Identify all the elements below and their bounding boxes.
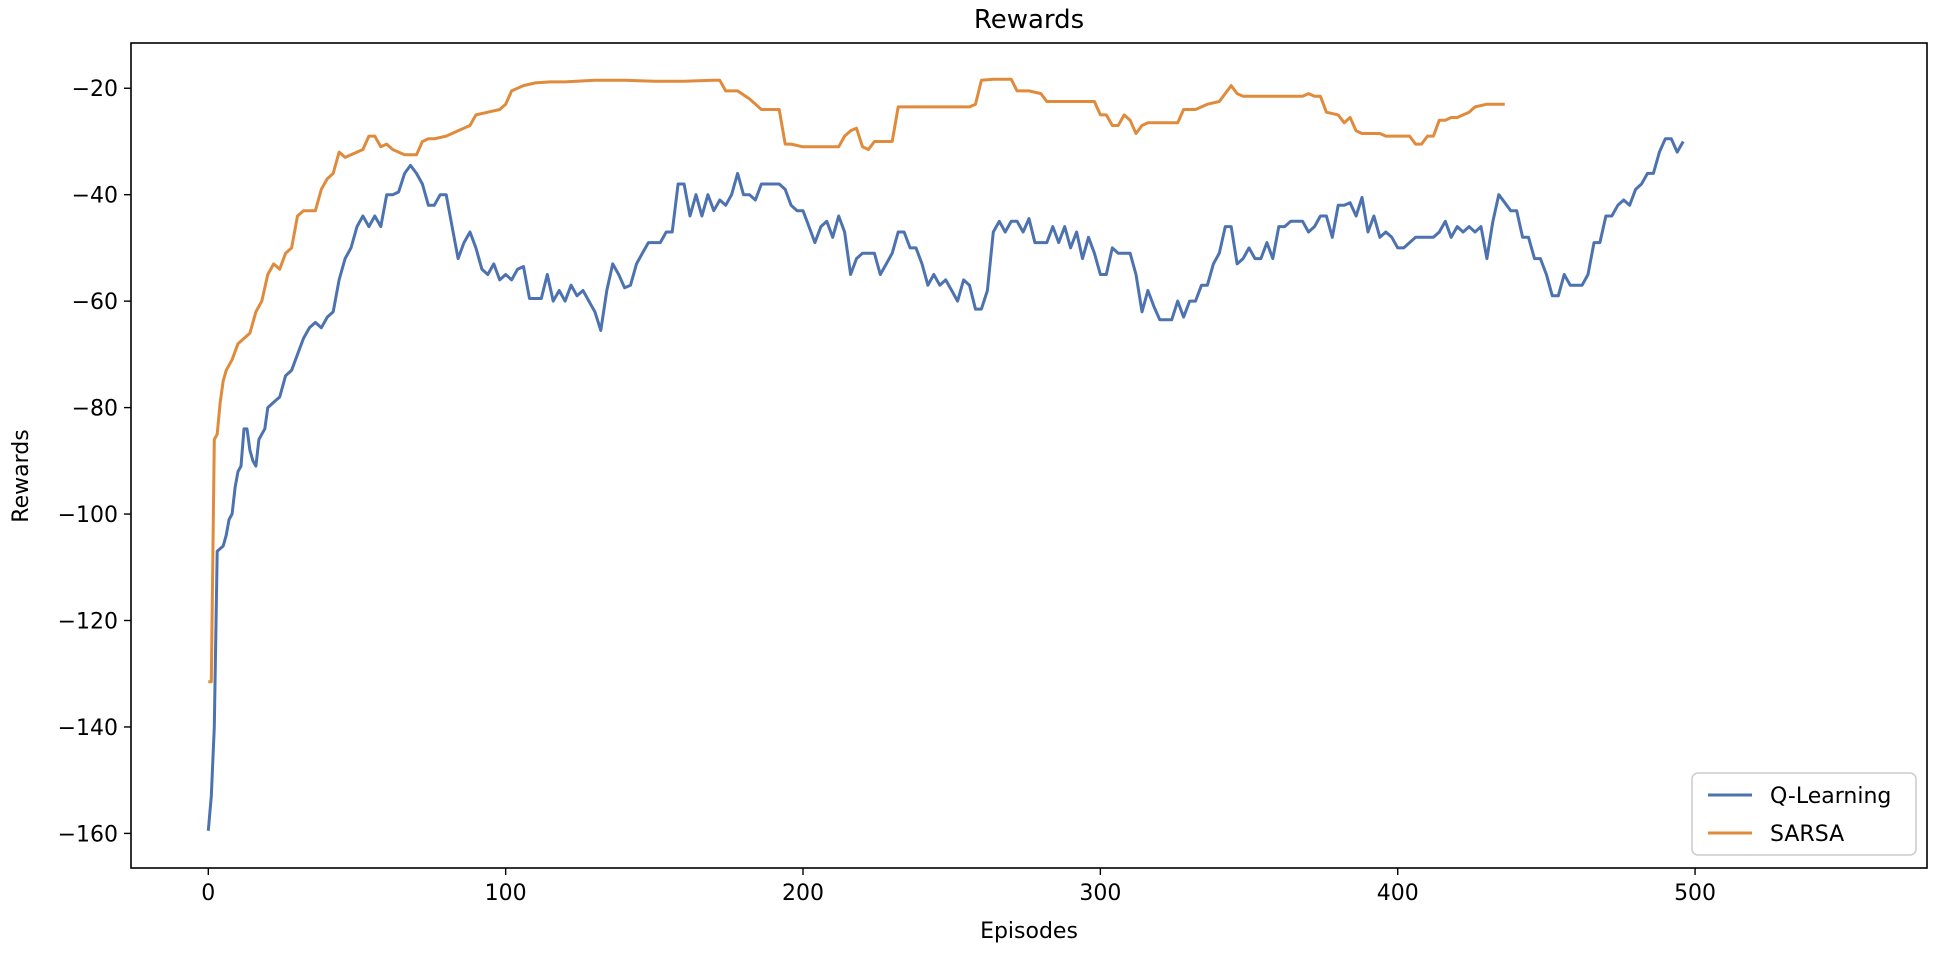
y-tick-label: −160 bbox=[58, 822, 118, 847]
series-line-q-learning bbox=[206, 137, 1685, 831]
plot-area bbox=[131, 43, 1927, 868]
x-tick-label: 400 bbox=[1377, 881, 1419, 906]
y-tick-label: −60 bbox=[72, 290, 118, 315]
y-axis-label: Rewards bbox=[9, 429, 34, 522]
x-tick-label: 100 bbox=[485, 881, 527, 906]
x-tick-label: 200 bbox=[782, 881, 824, 906]
series-layer bbox=[206, 77, 1685, 831]
x-axis-label: Episodes bbox=[980, 919, 1078, 944]
legend: Q-Learning SARSA bbox=[1691, 772, 1917, 856]
x-axis: 0 100 200 300 400 500 bbox=[201, 868, 1716, 906]
legend-label-q-learning: Q-Learning bbox=[1770, 784, 1891, 809]
y-tick-label: −20 bbox=[72, 77, 118, 102]
plot-frame bbox=[130, 42, 1928, 869]
series-line-sarsa bbox=[208, 77, 1505, 684]
x-tick-label: 500 bbox=[1674, 881, 1716, 906]
y-tick-label: −120 bbox=[58, 610, 118, 635]
x-tick-label: 300 bbox=[1079, 881, 1121, 906]
x-tick-label: 0 bbox=[201, 881, 215, 906]
y-tick-label: −140 bbox=[58, 716, 118, 741]
chart-title: Rewards bbox=[974, 5, 1084, 35]
y-tick-label: −40 bbox=[72, 184, 118, 209]
y-tick-label: −80 bbox=[72, 397, 118, 422]
legend-label-sarsa: SARSA bbox=[1770, 822, 1844, 847]
y-tick-label: −100 bbox=[58, 503, 118, 528]
y-axis: −160 −140 −120 −100 −80 −60 −40 −20 bbox=[58, 77, 131, 847]
